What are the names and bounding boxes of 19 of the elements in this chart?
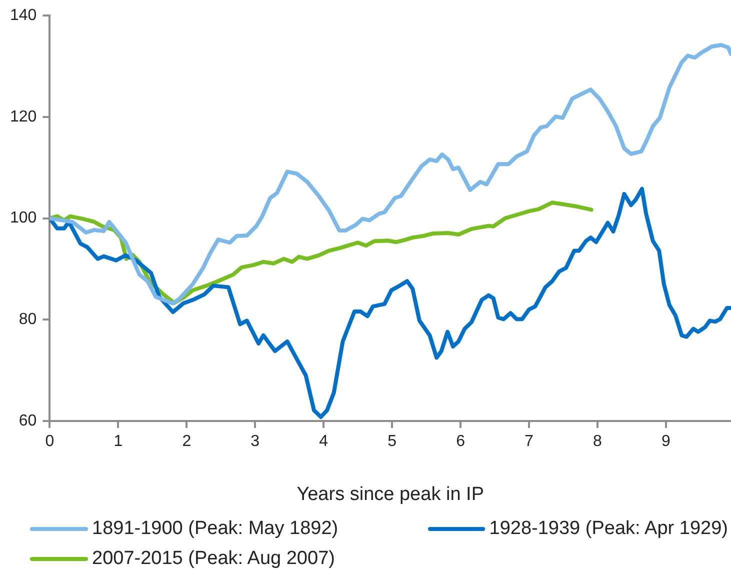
x-tick-label: 8 (593, 433, 602, 450)
x-tick-label: 9 (662, 433, 670, 450)
y-tick-label: 120 (10, 108, 37, 126)
x-tick-label: 5 (388, 433, 397, 450)
x-tick-label: 3 (250, 433, 260, 450)
y-tick-label: 80 (18, 311, 37, 328)
x-tick-label: 7 (524, 433, 534, 450)
legend-label: 1928-1939 (Peak: Apr 1929) (489, 518, 728, 540)
x-tick-label: 2 (182, 433, 192, 450)
x-tick-label: 0 (45, 433, 54, 450)
y-tick-label: 140 (10, 7, 37, 24)
x-axis-title: Years since peak in IP (296, 484, 484, 505)
x-tick-label: 4 (319, 433, 328, 450)
x-tick-label: 1 (114, 433, 123, 450)
y-tick-label: 100 (10, 210, 37, 227)
y-tick-label: 60 (18, 412, 37, 430)
legend-label: 1891-1900 (Peak: May 1892) (92, 518, 338, 540)
legend-label: 2007-2015 (Peak: Aug 2007) (92, 548, 335, 570)
x-tick-label: 6 (456, 433, 466, 450)
